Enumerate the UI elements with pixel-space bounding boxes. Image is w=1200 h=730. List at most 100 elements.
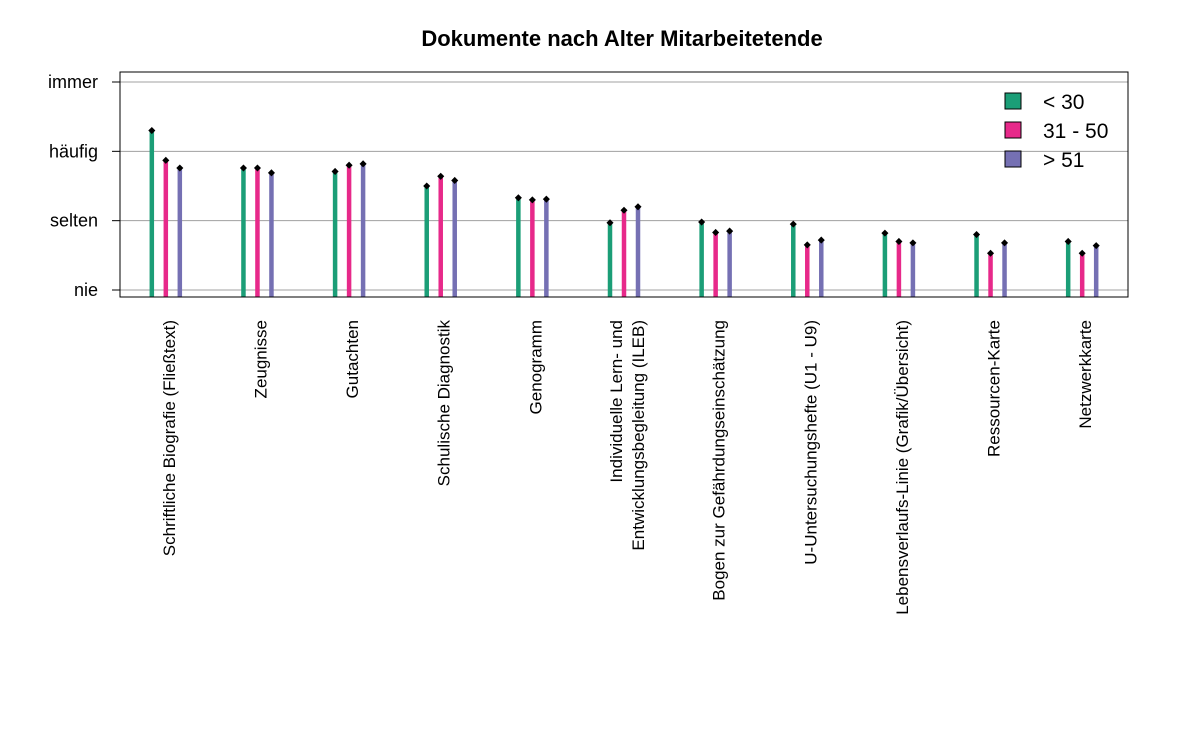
bar: [805, 244, 810, 297]
legend-swatch: [1004, 92, 1022, 110]
x-tick-label: Gutachten: [343, 320, 362, 398]
legend-label: < 30: [1043, 91, 1084, 114]
x-tick-label: Schulische Diagnostik: [435, 320, 454, 487]
bar: [607, 222, 613, 297]
chart-title: Dokumente nach Alter Mitarbeitetende: [421, 26, 822, 51]
x-tick-label-line: Schriftliche Biografie (Fließtext): [160, 320, 179, 556]
bar: [882, 233, 888, 297]
bar: [896, 241, 902, 297]
bar: [438, 176, 443, 297]
legend-swatch: [1004, 121, 1022, 139]
data-point: [1064, 237, 1072, 246]
bar: [699, 222, 704, 297]
x-tick-label-line: Zeugnisse: [251, 320, 270, 398]
data-point: [973, 230, 981, 239]
legend-label: 31 - 50: [1043, 120, 1108, 143]
bar: [452, 180, 457, 297]
data-point: [176, 164, 184, 172]
bar: [149, 130, 155, 297]
bar: [727, 231, 732, 297]
bar: [1065, 241, 1071, 297]
data-point: [987, 249, 995, 257]
data-point: [817, 236, 825, 244]
legend-swatch: [1004, 150, 1022, 168]
data-point: [437, 172, 445, 180]
x-tick-label-line: U-Untersuchungshefte (U1 - U9): [801, 320, 820, 565]
x-tick-label: Zeugnisse: [251, 320, 270, 398]
data-point: [1078, 249, 1086, 257]
x-tick-label-line: Netzwerkkarte: [1076, 320, 1095, 429]
bar: [360, 163, 366, 297]
data-point: [895, 237, 903, 246]
bar: [635, 206, 641, 297]
legend: < 30 31 - 50 > 51: [1004, 91, 1108, 172]
data-point: [331, 167, 339, 175]
y-tick-label: häufig: [49, 141, 98, 161]
data-point: [634, 203, 642, 211]
bar: [530, 199, 535, 297]
x-tick-label-line: Lebensverlaufs-Linie (Grafik/Übersicht): [893, 320, 912, 615]
data-point: [423, 182, 431, 190]
bar: [332, 171, 338, 297]
bar: [177, 167, 183, 297]
bar: [910, 242, 916, 297]
x-tick-label-line: Individuelle Lern- und: [607, 320, 626, 483]
data-point: [148, 126, 156, 135]
bar: [163, 160, 169, 297]
x-tick-label: Bogen zur Gefährdungseinschätzung: [710, 320, 729, 601]
data-point: [606, 219, 614, 227]
bar: [1093, 245, 1099, 297]
data-point: [620, 206, 628, 214]
bar: [621, 210, 627, 297]
bar: [819, 240, 824, 297]
data-point: [239, 164, 247, 172]
x-tick-label: Individuelle Lern- und Entwicklungsbeglei…: [607, 320, 648, 551]
x-tick-label-line: Gutachten: [343, 320, 362, 398]
data-point: [803, 241, 811, 249]
data-point: [345, 161, 353, 169]
bar: [1002, 242, 1007, 297]
y-tick-label: immer: [48, 72, 98, 92]
y-tick-label: nie: [74, 280, 98, 300]
y-tick-label: selten: [50, 211, 98, 231]
bar: [544, 199, 549, 297]
data-point: [789, 220, 797, 228]
y-axis: nie selten häufig immer: [48, 72, 120, 300]
data-point: [726, 227, 734, 235]
x-tick-label-line: Ressourcen-Karte: [985, 320, 1004, 457]
bar: [269, 172, 274, 297]
data-point: [267, 169, 275, 177]
bar: [713, 232, 718, 297]
bar: [516, 197, 521, 297]
x-tick-label-line: Bogen zur Gefährdungseinschätzung: [710, 320, 729, 601]
bar: [988, 253, 993, 297]
data-point: [253, 164, 261, 172]
data-point: [359, 160, 367, 168]
x-tick-label-line: Genogramm: [526, 320, 545, 414]
x-tick-label: Lebensverlaufs-Linie (Grafik/Übersicht): [893, 320, 912, 615]
x-tick-label-line: Entwicklungsbegleitung (ILEB): [629, 320, 648, 551]
plot-frame: [119, 71, 1129, 298]
legend-label: > 51: [1043, 149, 1084, 172]
bar: [1079, 253, 1085, 297]
data-point: [162, 156, 170, 164]
x-tick-label: Schriftliche Biografie (Fließtext): [160, 320, 179, 556]
x-tick-label: Ressourcen-Karte: [985, 320, 1004, 457]
bar: [791, 224, 796, 297]
data-point: [528, 196, 536, 204]
data-point: [909, 239, 917, 247]
x-axis: Schriftliche Biografie (Fließtext) Zeugni…: [160, 320, 1095, 615]
bar: [424, 186, 429, 297]
data-point: [451, 176, 459, 184]
data-point: [698, 218, 706, 226]
x-tick-label: U-Untersuchungshefte (U1 - U9): [801, 320, 820, 565]
points: [148, 126, 1100, 257]
data-point: [542, 195, 550, 203]
data-point: [514, 194, 522, 202]
data-point: [712, 228, 720, 236]
x-tick-label: Genogramm: [526, 320, 545, 414]
bar: [241, 167, 246, 297]
data-point: [1001, 239, 1009, 247]
bars: [149, 130, 1099, 297]
